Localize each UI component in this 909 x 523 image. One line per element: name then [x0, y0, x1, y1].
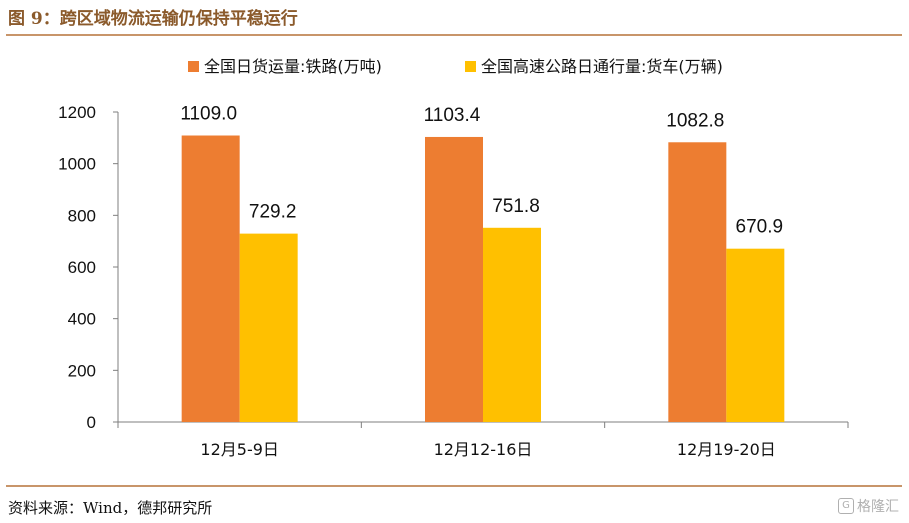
y-tick-label: 1200: [58, 103, 96, 122]
source-note: 资料来源：Wind，德邦研究所: [8, 499, 213, 517]
legend-swatch-rail: [188, 61, 199, 72]
x-category-label: 12月12-16日: [434, 440, 533, 459]
bar-chart: 全国日货运量:铁路(万吨) 全国高速公路日通行量:货车(万辆) 0 200 400 6…: [58, 57, 849, 459]
bar-rail: [181, 135, 240, 422]
bar-highway: [726, 248, 785, 422]
legend-swatch-highway: [465, 61, 476, 72]
watermark: G 格隆汇: [838, 496, 899, 516]
legend-label-highway: 全国高速公路日通行量:货车(万辆): [481, 57, 723, 76]
watermark-logo-icon: G: [838, 498, 854, 514]
y-tick-label: 800: [68, 206, 96, 225]
y-tick-label: 200: [68, 361, 96, 380]
legend-label-rail: 全国日货运量:铁路(万吨): [204, 57, 382, 76]
data-label-highway: 729.2: [249, 202, 297, 223]
x-category-label: 12月5-9日: [200, 440, 279, 459]
y-tick-label: 600: [68, 258, 96, 277]
data-label-highway: 751.8: [492, 196, 540, 217]
y-tick-label: 400: [68, 310, 96, 329]
bar-highway: [239, 233, 298, 422]
bar-rail: [425, 136, 483, 422]
data-label-highway: 670.9: [736, 217, 784, 238]
x-category-label: 12月19-20日: [677, 440, 776, 459]
figure-title: 图 9：跨区域物流运输仍保持平稳运行: [8, 9, 298, 29]
title-rule: [6, 34, 902, 36]
watermark-text: 格隆汇: [857, 499, 899, 515]
y-tick-label: 0: [87, 413, 96, 432]
y-tick-label: 1000: [58, 155, 96, 174]
bar-highway: [483, 227, 541, 422]
data-label-rail: 1109.0: [180, 104, 237, 125]
bar-rail: [668, 142, 727, 422]
data-label-rail: 1103.4: [424, 105, 481, 126]
footer-rule: [6, 485, 902, 487]
data-label-rail: 1082.8: [666, 110, 724, 131]
